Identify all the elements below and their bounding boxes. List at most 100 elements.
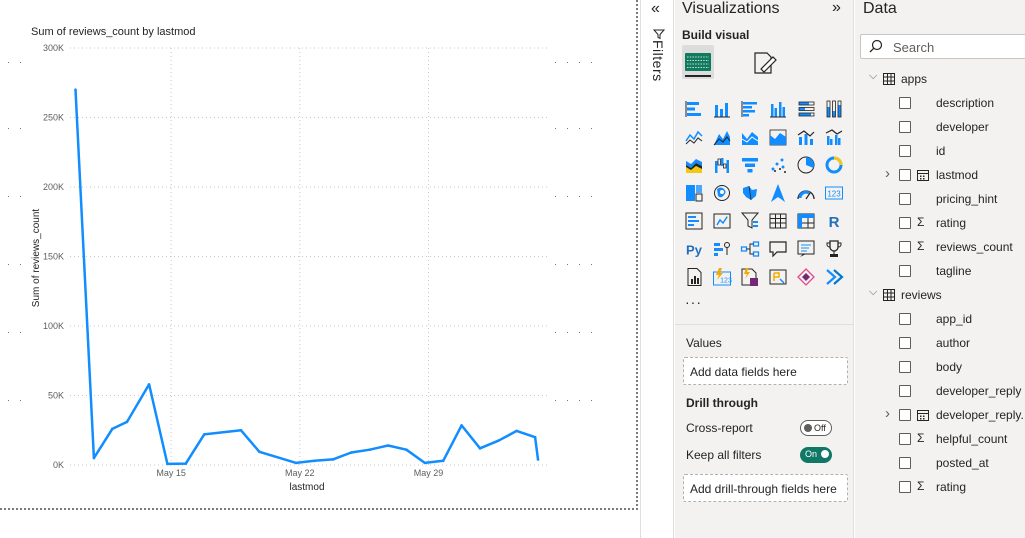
data-point[interactable] xyxy=(110,427,114,431)
data-point[interactable] xyxy=(294,461,298,465)
data-point[interactable] xyxy=(386,444,390,447)
data-point[interactable] xyxy=(313,459,316,463)
values-field-well[interactable]: Add data fields here xyxy=(683,357,848,385)
keep-all-filters-toggle[interactable]: On xyxy=(800,447,832,463)
data-point[interactable] xyxy=(536,458,540,461)
python-visual-icon[interactable]: Py xyxy=(684,239,704,259)
field-body[interactable]: body xyxy=(855,358,1025,378)
narrative-icon[interactable] xyxy=(796,239,816,259)
donut-chart-icon[interactable] xyxy=(824,155,844,175)
field-developer_reply[interactable]: developer_reply xyxy=(855,382,1025,402)
collapse-filters-icon[interactable]: « xyxy=(651,0,660,17)
kpi-icon[interactable] xyxy=(712,211,732,231)
field-checkbox[interactable] xyxy=(899,313,911,325)
ribbon-chart-icon[interactable] xyxy=(684,155,704,175)
field-developer[interactable]: developer xyxy=(855,118,1025,138)
data-point[interactable] xyxy=(349,451,353,454)
100-bar-icon[interactable] xyxy=(796,99,816,119)
data-search-input[interactable]: Search xyxy=(860,34,1025,59)
card-icon[interactable]: 123 xyxy=(824,183,844,203)
data-point[interactable] xyxy=(258,450,261,454)
chevron-right-icon[interactable]: › xyxy=(885,405,890,422)
line-clustered-icon[interactable] xyxy=(824,127,844,147)
field-lastmod[interactable]: › lastmod xyxy=(855,165,1025,186)
field-id[interactable]: id xyxy=(855,142,1025,162)
decomposition-tree-icon[interactable] xyxy=(740,239,760,259)
field-developer_reply[interactable]: › developer_reply... xyxy=(855,405,1025,426)
drill-through-field-well[interactable]: Add drill-through fields here xyxy=(683,474,848,502)
field-pricing_hint[interactable]: pricing_hint xyxy=(855,190,1025,210)
table-icon[interactable] xyxy=(768,211,788,231)
slicer-icon[interactable] xyxy=(740,211,760,231)
data-point[interactable] xyxy=(166,462,169,466)
100-area-icon[interactable] xyxy=(768,127,788,147)
data-point[interactable] xyxy=(331,458,335,461)
data-point[interactable] xyxy=(478,447,482,450)
stacked-bar-icon[interactable] xyxy=(684,99,704,119)
trophy-icon[interactable] xyxy=(824,239,844,259)
field-checkbox[interactable] xyxy=(899,217,911,229)
series-line[interactable] xyxy=(74,89,540,466)
filled-map-icon[interactable] xyxy=(740,183,760,203)
field-checkbox[interactable] xyxy=(899,361,911,373)
r-visual-icon[interactable]: R xyxy=(824,211,844,231)
scatter-icon[interactable] xyxy=(768,155,788,175)
cross-report-toggle[interactable]: Off xyxy=(800,420,832,436)
report-canvas[interactable]: Sum of reviews_count by lastmod 0K 50K 100… xyxy=(0,0,638,538)
filters-label[interactable]: Filters xyxy=(650,40,666,82)
build-visual-tab[interactable] xyxy=(682,45,714,79)
multirow-card-icon[interactable] xyxy=(684,211,704,231)
data-point[interactable] xyxy=(497,439,500,442)
gauge-icon[interactable] xyxy=(796,183,816,203)
field-checkbox[interactable] xyxy=(899,97,911,109)
field-author[interactable]: author xyxy=(855,334,1025,354)
metrics-icon[interactable] xyxy=(768,267,788,287)
field-description[interactable]: description xyxy=(855,94,1025,114)
data-point[interactable] xyxy=(368,448,371,452)
format-visual-tab[interactable] xyxy=(749,45,779,79)
more-visuals-button[interactable]: ··· xyxy=(685,294,702,310)
filters-pane-collapsed[interactable]: « Filters xyxy=(640,0,674,538)
power-apps-icon[interactable] xyxy=(740,267,760,287)
data-point[interactable] xyxy=(423,461,427,465)
field-checkbox[interactable] xyxy=(899,265,911,277)
field-checkbox[interactable] xyxy=(899,481,911,493)
clustered-bar-icon[interactable] xyxy=(740,99,760,119)
data-point[interactable] xyxy=(460,424,463,427)
funnel-icon[interactable] xyxy=(740,155,760,175)
field-checkbox[interactable] xyxy=(899,121,911,133)
field-checkbox[interactable] xyxy=(899,385,911,397)
key-influencers-icon[interactable] xyxy=(712,239,732,259)
chevron-down-icon[interactable]: ⌵ xyxy=(869,70,878,82)
stacked-column-icon[interactable] xyxy=(712,99,732,119)
data-point[interactable] xyxy=(74,88,77,91)
field-checkbox[interactable] xyxy=(899,193,911,205)
table-node-apps[interactable]: ⌵ apps xyxy=(855,70,1025,90)
waterfall-icon[interactable] xyxy=(712,155,732,175)
treemap-icon[interactable] xyxy=(684,183,704,203)
data-point[interactable] xyxy=(533,435,537,439)
100-column-icon[interactable] xyxy=(824,99,844,119)
line-column-icon[interactable] xyxy=(796,127,816,147)
table-node-reviews[interactable]: ⌵ reviews xyxy=(855,286,1025,306)
field-tagline[interactable]: tagline xyxy=(855,262,1025,282)
clustered-column-icon[interactable] xyxy=(768,99,788,119)
pie-chart-icon[interactable] xyxy=(796,155,816,175)
paginated-report-icon[interactable] xyxy=(684,267,704,287)
data-point[interactable] xyxy=(184,462,188,465)
stacked-area-icon[interactable] xyxy=(740,127,760,147)
data-point[interactable] xyxy=(147,383,151,386)
field-checkbox[interactable] xyxy=(899,169,911,181)
data-point[interactable] xyxy=(92,456,96,460)
line-chart-icon[interactable] xyxy=(684,127,704,147)
azure-map-icon[interactable] xyxy=(768,183,788,203)
power-automate-icon[interactable]: 123 xyxy=(712,267,732,287)
qa-icon[interactable] xyxy=(768,239,788,259)
field-checkbox[interactable] xyxy=(899,457,911,469)
data-point[interactable] xyxy=(441,459,445,463)
data-point[interactable] xyxy=(515,429,519,433)
field-checkbox[interactable] xyxy=(899,145,911,157)
